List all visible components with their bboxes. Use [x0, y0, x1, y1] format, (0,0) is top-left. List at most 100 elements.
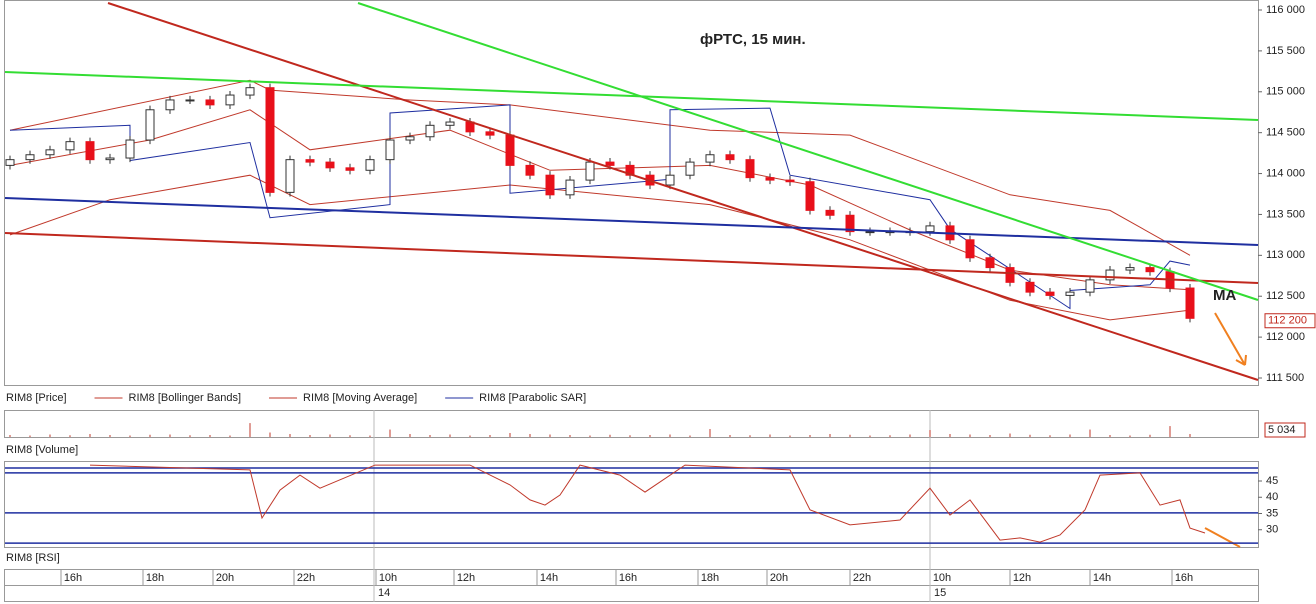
candle-body — [345, 167, 355, 171]
price-panel — [4, 0, 1259, 386]
volume-bar — [1109, 435, 1111, 437]
volume-bar — [549, 434, 551, 437]
candle-body — [25, 154, 35, 161]
candle-body — [485, 131, 495, 136]
volume-bar — [289, 434, 291, 437]
trend-line — [4, 232, 1259, 284]
trend-lines — [4, 2, 1259, 548]
x-tick-label: 16h — [619, 572, 637, 584]
last-price-box — [1264, 313, 1316, 329]
candle-body — [1085, 279, 1095, 293]
y-tick-label: 112 500 — [1266, 290, 1305, 302]
volume-bar — [909, 434, 911, 437]
volume-bar — [189, 435, 191, 437]
volume-bar — [1149, 434, 1151, 437]
candle-body — [325, 161, 335, 169]
legend-label: RIM8 [Bollinger Bands] — [129, 392, 242, 404]
x-tick-label: 22h — [297, 572, 315, 584]
volume-bar — [1129, 435, 1131, 437]
candle-body — [525, 164, 535, 176]
candle-body — [305, 159, 315, 163]
candle-body — [1145, 267, 1155, 273]
volume-bar — [109, 435, 111, 437]
candle-body — [225, 94, 235, 106]
trend-line — [4, 71, 1259, 121]
volume-bar — [929, 430, 931, 437]
candle-body — [865, 231, 875, 234]
candle-body — [1125, 267, 1135, 271]
candle-body — [925, 225, 935, 233]
candle-body — [565, 179, 575, 196]
candle-body — [585, 161, 595, 181]
candle-body — [285, 159, 295, 193]
candle-body — [625, 164, 635, 176]
candle-body — [845, 214, 855, 233]
volume-bar — [69, 435, 71, 437]
volume-bar — [869, 435, 871, 437]
volume-bar — [269, 432, 271, 437]
candle-body — [405, 136, 415, 141]
volume-panel — [4, 410, 1259, 438]
volume-bar — [949, 434, 951, 437]
x-tick-label: 18h — [146, 572, 164, 584]
candle-body — [765, 177, 775, 181]
candle-body — [385, 139, 395, 161]
candle-body — [105, 157, 115, 161]
candle-body — [965, 239, 975, 259]
date-tick-label: 15 — [934, 587, 946, 599]
volume-bar — [889, 435, 891, 437]
candle-body — [745, 159, 755, 179]
volume-bar — [1049, 435, 1051, 437]
volume-bar — [689, 435, 691, 437]
volume-bar — [809, 435, 811, 437]
candle-body — [445, 121, 455, 126]
candle-body — [5, 159, 15, 166]
volume-bar — [769, 434, 771, 437]
y-tick-label: 5 034 — [1268, 424, 1296, 436]
volume-bar — [829, 434, 831, 437]
volume-bar — [789, 435, 791, 437]
x-tick-label: 10h — [379, 572, 397, 584]
volume-bar — [89, 434, 91, 437]
y-tick-label: 114 000 — [1266, 167, 1305, 179]
volume-bar — [569, 435, 571, 437]
candle-body — [605, 161, 615, 166]
volume-bar — [529, 434, 531, 437]
x-tick-label: 22h — [853, 572, 871, 584]
candle-body — [245, 87, 255, 96]
volume-bar — [349, 435, 351, 437]
volume-bar — [1069, 434, 1071, 437]
volume-bar — [629, 435, 631, 437]
candle-body — [125, 139, 135, 159]
candle-body — [1025, 281, 1035, 293]
y-tick-label: 115 500 — [1266, 45, 1305, 57]
volume-bar — [509, 433, 511, 437]
volume-bar — [249, 423, 251, 437]
candle-body — [825, 209, 835, 216]
candle-body — [805, 181, 815, 211]
x-tick-label: 14h — [540, 572, 558, 584]
y-tick-label: 113 000 — [1266, 249, 1305, 261]
bollinger-lower — [9, 174, 1191, 321]
volume-bar — [1089, 429, 1091, 437]
candle-body — [1105, 269, 1115, 281]
candle-body — [505, 134, 515, 166]
candle-body — [785, 179, 795, 183]
volume-bar — [969, 434, 971, 437]
x-tick-label: 12h — [1013, 572, 1031, 584]
panel-label: RIM8 [RSI] — [6, 552, 60, 564]
arrow — [1214, 312, 1247, 366]
volume-bar — [129, 435, 131, 437]
candle-body — [1045, 291, 1055, 296]
date-tick-label: 14 — [378, 587, 390, 599]
volume-bar — [9, 435, 11, 437]
x-tick-label: 20h — [216, 572, 234, 584]
y-tick-label: 35 — [1266, 507, 1278, 519]
rsi-line — [89, 464, 1206, 543]
candle-body — [1005, 267, 1015, 283]
volume-bar — [389, 429, 391, 437]
volume-bar — [149, 434, 151, 437]
last-price-label: 112 200 — [1268, 315, 1307, 327]
volume-bar — [1169, 426, 1171, 437]
